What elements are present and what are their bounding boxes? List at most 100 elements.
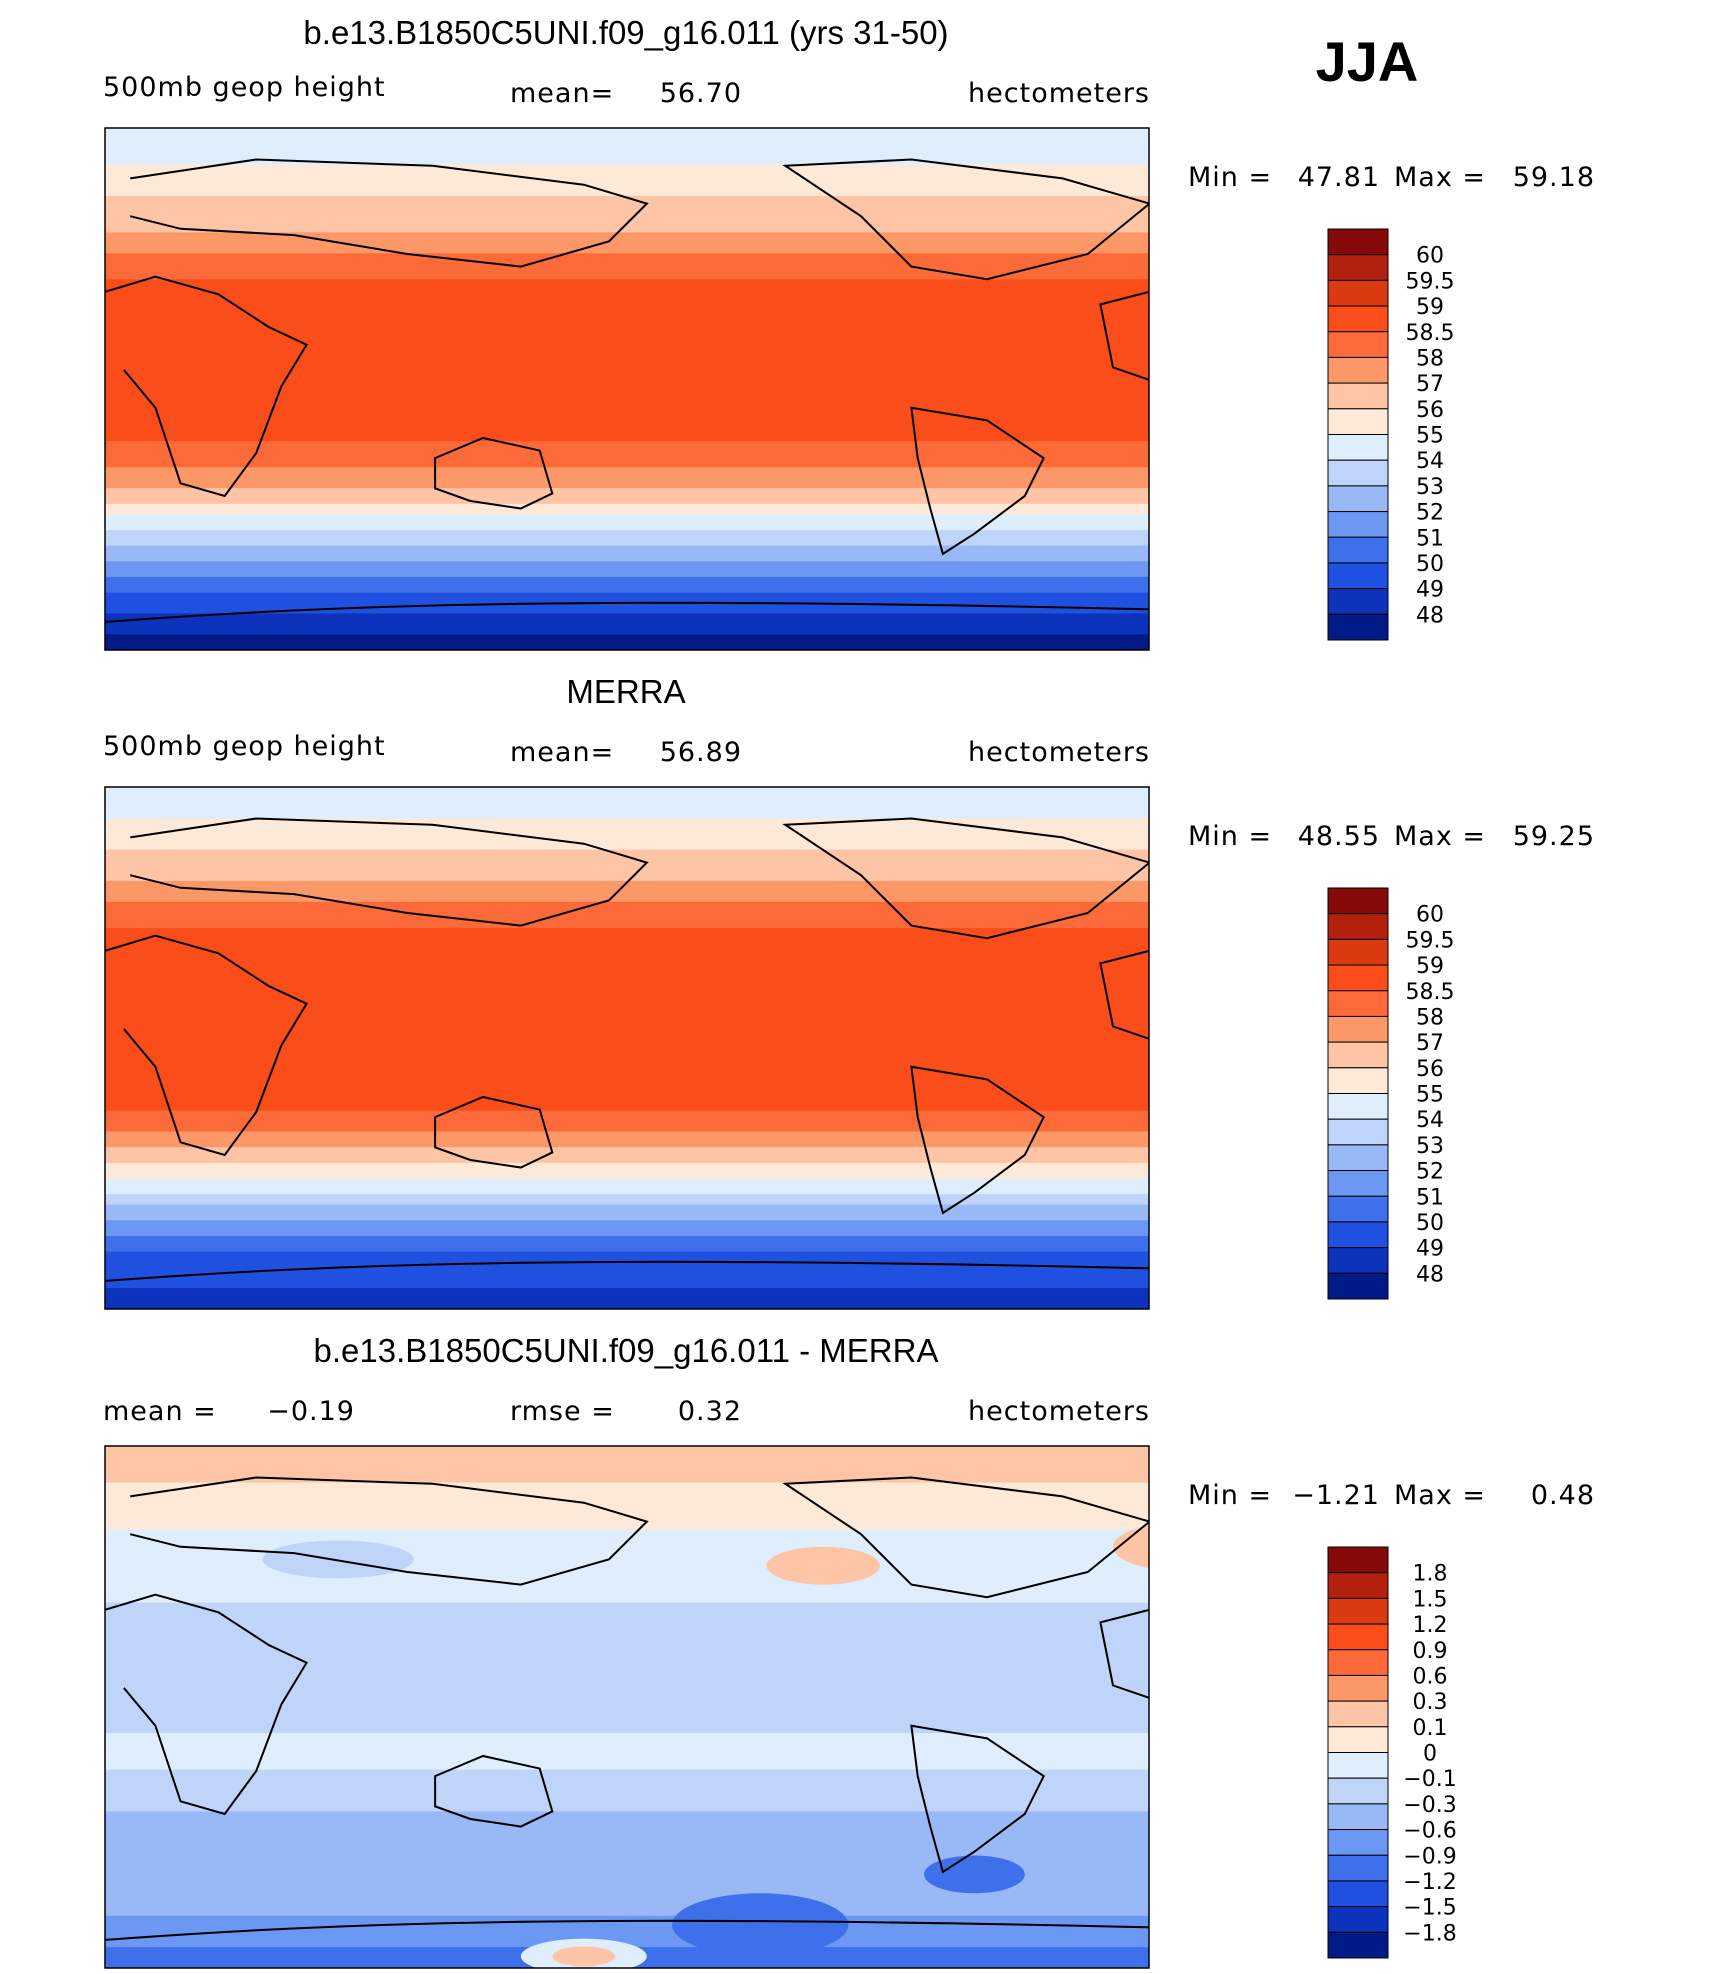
colorbar-label: 53 bbox=[1416, 1134, 1444, 1159]
units-label: hectometers bbox=[968, 1396, 1150, 1427]
contour-band bbox=[105, 634, 1149, 650]
coastline bbox=[434, 1095, 554, 1169]
colorbar-label: 52 bbox=[1416, 1160, 1444, 1185]
coastline bbox=[910, 1724, 1045, 1874]
mid-label: mean= bbox=[510, 78, 614, 109]
contour-band bbox=[105, 545, 1149, 563]
colorbar-swatch bbox=[1327, 536, 1389, 564]
contour-band bbox=[105, 901, 1149, 929]
coastlines bbox=[105, 1476, 1149, 1941]
coastline bbox=[910, 406, 1045, 556]
contour-band bbox=[105, 1769, 1149, 1813]
mid-label: rmse = bbox=[510, 1396, 615, 1427]
colorbar-swatch bbox=[1327, 1118, 1389, 1146]
min-value: 48.55 bbox=[1298, 821, 1380, 852]
contour-band bbox=[105, 1220, 1149, 1237]
colorbar-swatch bbox=[1327, 1247, 1389, 1274]
mid-label: mean= bbox=[510, 737, 614, 768]
contour-band bbox=[105, 514, 1149, 531]
colorbar-label: 55 bbox=[1416, 1083, 1444, 1108]
colorbar-label: 48 bbox=[1416, 1262, 1444, 1287]
colorbar-label: 1.8 bbox=[1413, 1562, 1448, 1587]
colorbar-swatch bbox=[1327, 511, 1389, 538]
colorbar-swatch bbox=[1327, 305, 1389, 333]
mid-value: 56.70 bbox=[660, 78, 742, 109]
contour-blob bbox=[1113, 1525, 1149, 1569]
max-value: 59.25 bbox=[1513, 821, 1595, 852]
contour-band bbox=[105, 1110, 1149, 1133]
colorbar-label: 1.5 bbox=[1413, 1587, 1448, 1612]
contour-band bbox=[105, 279, 1149, 443]
colorbar-label: 57 bbox=[1416, 1031, 1444, 1056]
coastline bbox=[1099, 1608, 1149, 1699]
max-value: 59.18 bbox=[1513, 162, 1595, 193]
colorbar-swatch bbox=[1327, 1067, 1389, 1094]
contour-band bbox=[105, 1178, 1149, 1196]
contour-band bbox=[105, 441, 1149, 469]
coastline bbox=[105, 1593, 309, 1816]
colorbar-swatch bbox=[1327, 1221, 1389, 1249]
colorbar-swatch bbox=[1327, 1093, 1389, 1120]
map-fill bbox=[105, 1446, 1149, 1968]
colorbar-label: 58.5 bbox=[1406, 980, 1455, 1005]
colorbar-label: −0.3 bbox=[1403, 1793, 1456, 1818]
colorbar-label: 59 bbox=[1416, 295, 1444, 320]
colorbar-swatch bbox=[1327, 588, 1389, 615]
contour-band bbox=[105, 613, 1149, 636]
contour-band bbox=[105, 1482, 1149, 1531]
colorbar-label: 0.9 bbox=[1413, 1639, 1448, 1664]
mid-value: 0.32 bbox=[678, 1396, 742, 1427]
colorbar-swatch bbox=[1327, 1931, 1389, 1959]
colorbar-label: 59.5 bbox=[1406, 928, 1455, 953]
colorbar-label: 0.6 bbox=[1413, 1664, 1448, 1689]
contour-band bbox=[105, 1131, 1149, 1149]
map-fill bbox=[105, 787, 1149, 1309]
map-frame bbox=[104, 127, 1150, 651]
colorbar-label: 60 bbox=[1416, 244, 1444, 269]
colorbar-swatch bbox=[1327, 228, 1389, 256]
colorbar-swatch bbox=[1327, 485, 1389, 513]
contour-band bbox=[105, 849, 1149, 882]
colorbar-swatch bbox=[1327, 1272, 1389, 1300]
colorbar-label: −0.6 bbox=[1403, 1819, 1456, 1844]
colorbar-swatch bbox=[1327, 1777, 1389, 1805]
colorbar-label: 49 bbox=[1416, 578, 1444, 603]
panel-title: b.e13.B1850C5UNI.f09_g16.011 - MERRA bbox=[314, 1332, 939, 1369]
colorbar-label: 52 bbox=[1416, 501, 1444, 526]
colorbar-label: 1.2 bbox=[1413, 1613, 1448, 1638]
colorbar-label: −0.1 bbox=[1403, 1767, 1456, 1792]
colorbar-swatch bbox=[1327, 1597, 1389, 1625]
colorbar-swatch bbox=[1327, 459, 1389, 487]
contour-band bbox=[105, 488, 1149, 505]
colorbar-label: −1.5 bbox=[1403, 1896, 1456, 1921]
min-value: −1.21 bbox=[1292, 1480, 1380, 1511]
contour-band bbox=[105, 1446, 1149, 1484]
colorbar-label: 57 bbox=[1416, 372, 1444, 397]
coastlines bbox=[105, 158, 1149, 623]
max-label: Max = bbox=[1394, 162, 1486, 193]
max-label: Max = bbox=[1394, 1480, 1486, 1511]
left-label: mean = bbox=[103, 1396, 217, 1427]
coastline bbox=[105, 934, 309, 1157]
contour-band bbox=[105, 1602, 1149, 1735]
colorbar-swatch bbox=[1327, 1700, 1389, 1728]
contour-band bbox=[105, 818, 1149, 851]
colorbar-label: 58.5 bbox=[1406, 321, 1455, 346]
colorbar-label: 55 bbox=[1416, 424, 1444, 449]
colorbar-swatch bbox=[1327, 382, 1389, 410]
min-label: Min = bbox=[1188, 1480, 1272, 1511]
colorbar-swatch bbox=[1327, 1195, 1389, 1223]
colorbar-swatch bbox=[1327, 1752, 1389, 1779]
units-label: hectometers bbox=[968, 737, 1150, 768]
coastline bbox=[105, 601, 1149, 623]
max-label: Max = bbox=[1394, 821, 1486, 852]
map bbox=[104, 786, 1150, 1310]
colorbar-swatch bbox=[1327, 990, 1389, 1017]
colorbar-label: 53 bbox=[1416, 475, 1444, 500]
colorbar-swatch bbox=[1327, 613, 1389, 641]
map-frame bbox=[104, 786, 1150, 1310]
coastline bbox=[105, 1919, 1149, 1941]
contour-blob bbox=[262, 1540, 414, 1579]
colorbar-label: 59.5 bbox=[1406, 269, 1455, 294]
